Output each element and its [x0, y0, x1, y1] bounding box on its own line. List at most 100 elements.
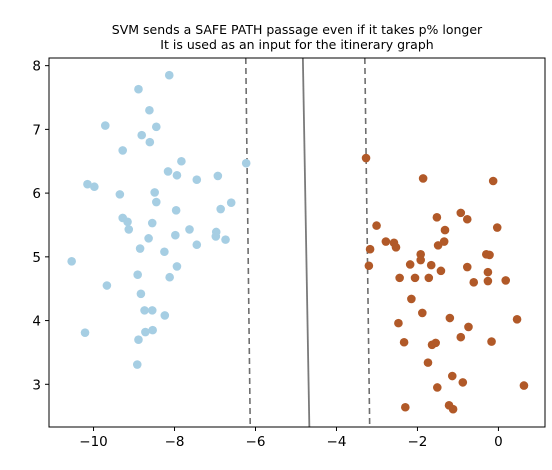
data-point: [432, 383, 442, 392]
y-tick-label: 8: [32, 59, 41, 75]
data-point: [226, 198, 236, 207]
data-point: [221, 235, 230, 244]
data-point: [160, 247, 169, 257]
chart-subtitle: It is used as an input for the itinerary…: [160, 37, 433, 52]
data-points: [67, 70, 529, 414]
data-point: [80, 328, 90, 337]
data-point: [192, 175, 202, 185]
data-point: [160, 311, 170, 320]
data-point: [426, 260, 436, 270]
data-point: [141, 327, 150, 337]
data-point: [401, 402, 410, 412]
data-point: [445, 313, 455, 323]
data-point: [423, 358, 433, 367]
data-point: [148, 325, 157, 335]
data-point: [424, 273, 434, 283]
data-point: [364, 261, 374, 271]
data-point: [171, 206, 181, 215]
data-point: [171, 230, 180, 240]
data-point: [361, 153, 371, 163]
data-point: [134, 335, 143, 344]
data-point: [418, 308, 427, 318]
data-point: [165, 272, 174, 282]
x-tick-label: −6: [246, 434, 266, 450]
data-point: [115, 190, 125, 199]
x-axis-ticks: −10 −8 −6 −4 −2 0: [79, 427, 503, 450]
data-point: [67, 257, 76, 266]
data-point: [458, 378, 468, 387]
data-point: [145, 105, 154, 115]
data-point: [487, 337, 496, 346]
data-point: [145, 137, 155, 147]
data-point: [136, 289, 146, 299]
data-point: [436, 266, 446, 276]
y-tick-label: 6: [32, 186, 41, 202]
data-point: [134, 84, 143, 94]
data-point: [185, 225, 194, 234]
data-point: [464, 322, 473, 332]
data-point: [512, 314, 522, 324]
data-point: [418, 174, 428, 183]
margin-line-2: [364, 58, 371, 427]
y-tick-label: 5: [32, 250, 41, 266]
data-point: [440, 225, 450, 235]
data-point: [492, 223, 502, 232]
data-point: [469, 278, 479, 287]
plot-area: [67, 58, 529, 427]
data-point: [151, 122, 161, 132]
data-point: [124, 225, 134, 234]
margin-line-1: [244, 58, 252, 427]
x-tick-label: −2: [408, 434, 428, 450]
data-point: [163, 167, 173, 176]
data-point: [83, 179, 92, 189]
x-tick-label: −10: [79, 434, 108, 450]
decision-boundary-line: [301, 58, 311, 427]
data-point: [151, 197, 161, 207]
x-tick-label: −8: [165, 434, 185, 450]
data-point: [456, 332, 466, 342]
data-point: [216, 204, 225, 214]
data-point: [447, 371, 457, 381]
data-point: [137, 130, 147, 140]
data-point: [394, 318, 403, 328]
svm-lines: [244, 58, 371, 427]
data-point: [172, 170, 182, 180]
data-point: [410, 273, 420, 283]
x-tick-label: −4: [327, 434, 347, 450]
data-point: [405, 260, 415, 269]
data-point: [90, 182, 99, 192]
y-tick-label: 3: [32, 377, 41, 393]
data-point: [140, 306, 149, 315]
data-point: [407, 294, 416, 304]
y-tick-label: 4: [32, 314, 41, 330]
data-point: [144, 234, 153, 243]
data-point: [462, 262, 472, 272]
data-point: [365, 244, 375, 254]
data-point: [132, 360, 142, 369]
data-point: [427, 340, 437, 350]
data-point: [485, 250, 494, 260]
data-point: [381, 237, 391, 246]
data-point: [395, 273, 404, 283]
y-axis-ticks: 3 4 5 6 7 8: [32, 59, 49, 393]
chart-title: SVM sends a SAFE PATH passage even if it…: [112, 22, 483, 37]
data-point: [483, 276, 493, 286]
x-tick-label: 0: [494, 434, 503, 450]
data-point: [102, 281, 112, 290]
data-point: [147, 306, 157, 315]
data-point: [123, 217, 132, 227]
data-point: [391, 242, 401, 252]
data-point: [164, 70, 174, 80]
data-point: [172, 262, 182, 271]
data-point: [192, 240, 202, 250]
data-point: [372, 221, 381, 230]
data-point: [432, 213, 442, 222]
y-tick-label: 7: [32, 122, 41, 138]
data-point: [483, 267, 493, 277]
data-point: [100, 121, 110, 130]
data-point: [150, 188, 159, 197]
axes-frame: [48, 57, 546, 428]
data-point: [399, 337, 409, 347]
data-point: [118, 146, 127, 155]
data-point: [177, 156, 186, 166]
